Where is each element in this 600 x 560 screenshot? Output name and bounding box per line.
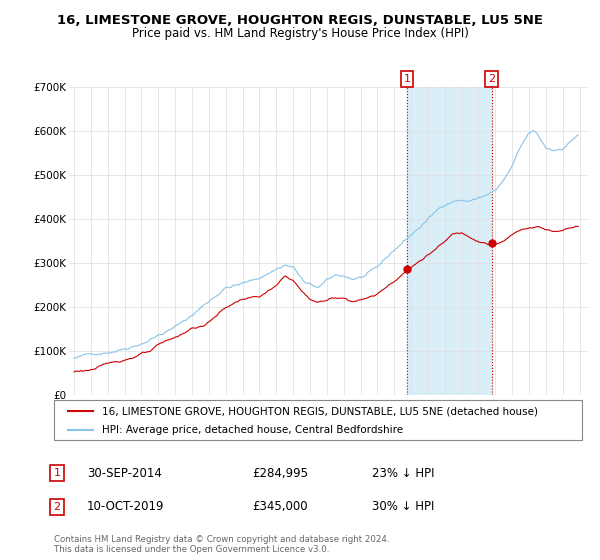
Text: Price paid vs. HM Land Registry's House Price Index (HPI): Price paid vs. HM Land Registry's House … bbox=[131, 27, 469, 40]
Text: 16, LIMESTONE GROVE, HOUGHTON REGIS, DUNSTABLE, LU5 5NE (detached house): 16, LIMESTONE GROVE, HOUGHTON REGIS, DUN… bbox=[101, 407, 538, 417]
Text: £284,995: £284,995 bbox=[252, 466, 308, 480]
Text: 2: 2 bbox=[53, 502, 61, 512]
Text: £345,000: £345,000 bbox=[252, 500, 308, 514]
Text: 30% ↓ HPI: 30% ↓ HPI bbox=[372, 500, 434, 514]
Bar bbox=[407, 87, 491, 395]
Text: 2: 2 bbox=[488, 74, 495, 84]
Text: Contains HM Land Registry data © Crown copyright and database right 2024.
This d: Contains HM Land Registry data © Crown c… bbox=[54, 535, 389, 554]
Text: 10-OCT-2019: 10-OCT-2019 bbox=[87, 500, 164, 514]
Text: 16, LIMESTONE GROVE, HOUGHTON REGIS, DUNSTABLE, LU5 5NE: 16, LIMESTONE GROVE, HOUGHTON REGIS, DUN… bbox=[57, 14, 543, 27]
Text: 23% ↓ HPI: 23% ↓ HPI bbox=[372, 466, 434, 480]
Text: HPI: Average price, detached house, Central Bedfordshire: HPI: Average price, detached house, Cent… bbox=[101, 425, 403, 435]
Text: 1: 1 bbox=[403, 74, 410, 84]
Text: 1: 1 bbox=[53, 468, 61, 478]
Text: 30-SEP-2014: 30-SEP-2014 bbox=[87, 466, 162, 480]
